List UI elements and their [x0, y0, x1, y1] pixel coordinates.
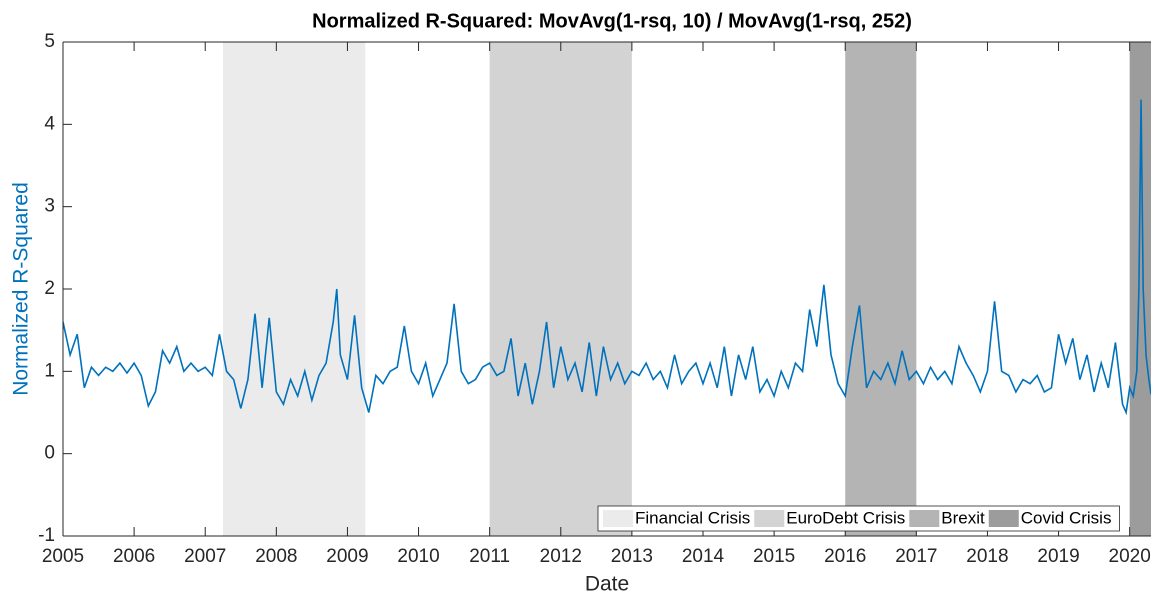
x-tick-label: 2019 — [1037, 546, 1079, 567]
x-tick-label: 2011 — [469, 546, 510, 567]
legend-swatch — [754, 510, 785, 527]
chart-title: Normalized R-Squared: MovAvg(1-rsq, 10) … — [312, 10, 912, 32]
x-tick-label: 2012 — [540, 546, 582, 567]
legend-label: Brexit — [941, 508, 985, 527]
x-axis-label: Date — [585, 573, 629, 596]
shaded-region — [489, 42, 632, 536]
x-tick-label: 2014 — [682, 546, 725, 567]
x-tick-label: 2008 — [255, 546, 297, 567]
y-tick-label: 2 — [44, 278, 55, 299]
y-tick-label: 1 — [44, 360, 55, 381]
legend: Financial Crisis EuroDebt Crisis Brexit Cov… — [597, 505, 1120, 532]
y-tick-label: 3 — [44, 196, 55, 217]
legend-swatch — [988, 510, 1019, 527]
lines — [63, 99, 1151, 416]
legend-swatch — [603, 510, 633, 527]
y-tick-label: 4 — [44, 113, 55, 134]
x-tick-label: 2015 — [753, 546, 795, 567]
x-tick-label: 2007 — [184, 546, 226, 567]
x-tick-label: 2018 — [966, 546, 1008, 567]
x-tick-label: 2016 — [824, 546, 866, 567]
legend-label: Financial Crisis — [635, 508, 750, 527]
y-tick-label: -1 — [38, 525, 55, 546]
data-line — [63, 99, 1151, 416]
x-tick-label: 2010 — [397, 546, 439, 567]
x-tick-label: 2020 — [1109, 546, 1151, 567]
x-tick-label: 2005 — [42, 546, 84, 567]
x-tick-label: 2006 — [113, 546, 155, 567]
y-axis-label: Normalized R-Squared — [10, 182, 33, 396]
shaded-region — [845, 42, 917, 536]
shaded-region — [1129, 42, 1151, 536]
legend-box — [597, 505, 1120, 532]
legend-label: EuroDebt Crisis — [786, 508, 905, 527]
legend-swatch — [909, 510, 940, 527]
y-tick-label: 5 — [44, 31, 55, 52]
legend-label: Covid Crisis — [1021, 508, 1112, 527]
x-tick-label: 2013 — [611, 546, 653, 567]
x-tick-label: 2009 — [326, 546, 368, 567]
axes: -1 0 1 2 3 4 5 2005 2006 2007 2008 2009 2010 2011 2012… — [38, 31, 1151, 567]
regions — [223, 42, 1151, 536]
y-tick-label: 0 — [44, 443, 55, 464]
shaded-region — [223, 42, 366, 536]
x-tick-label: 2017 — [895, 546, 937, 567]
